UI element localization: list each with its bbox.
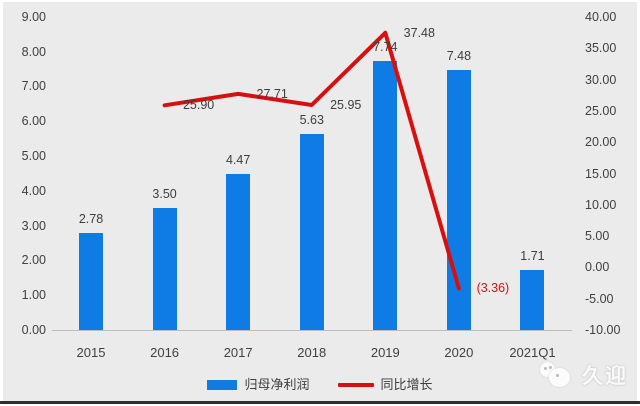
watermark-logo-icon [540,360,574,390]
left-axis-tick-label: 4.00 [21,183,46,198]
bar [152,208,177,330]
x-axis-label: 2015 [76,345,106,360]
bar [299,134,324,330]
bar [226,174,251,330]
bottom-divider [0,401,640,404]
line-value-label: 25.90 [182,98,215,113]
line-value-label: (3.36) [476,281,510,296]
line-value-label: 27.71 [256,86,288,101]
bar-value-label: 7.74 [373,39,398,54]
bar [79,233,103,330]
bar [520,270,545,330]
right-axis-tick-label: -5.00 [585,291,614,306]
bar-value-label: 5.63 [299,113,324,128]
legend-label-bar: 归母净利润 [244,377,310,392]
x-axis-label: 2016 [150,345,180,360]
legend-item-bar: 归母净利润 [207,376,310,394]
right-axis-tick-label: 25.00 [585,103,617,118]
bar-swatch-icon [207,380,238,390]
bar-value-label: 2.78 [78,212,104,227]
right-axis-tick-label: 10.00 [585,197,617,212]
right-axis-tick-label: 35.00 [585,41,617,56]
bar-value-label: 1.71 [520,249,545,264]
right-axis-tick-label: 5.00 [585,229,610,244]
left-axis-tick-label: 8.00 [21,44,46,59]
legend: 归母净利润 同比增长 [0,375,640,395]
x-axis-label: 2018 [297,345,327,360]
left-axis-tick-label: 9.00 [21,9,46,24]
right-axis-tick-label: 30.00 [585,72,617,87]
left-axis-tick-label: 6.00 [21,114,46,129]
watermark: 久迎 [540,360,628,390]
left-axis-tick-label: 0.00 [21,323,46,337]
line-value-label: 25.95 [330,97,362,112]
bar-value-label: 4.47 [225,153,251,168]
watermark-text: 久迎 [582,365,628,388]
x-axis-label: 2021Q1 [509,345,556,360]
left-axis-tick-label: 7.00 [21,79,46,94]
legend-item-line: 同比增长 [337,376,433,394]
bar-value-label: 7.48 [446,48,472,63]
left-axis-tick-label: 5.00 [21,149,46,163]
bar-value-label: 3.50 [152,187,177,202]
x-axis-line [52,330,572,331]
x-axis-label: 2020 [444,345,474,360]
left-axis-tick-label: 1.00 [21,288,46,303]
x-axis-label: 2019 [370,345,400,360]
right-axis-tick-label: 20.00 [585,135,617,150]
right-axis-tick-label: 15.00 [585,166,617,181]
x-axis-label: 2017 [223,345,253,360]
right-axis-tick-label: -10.00 [585,323,621,337]
line-value-label: 37.48 [403,25,435,40]
right-axis-tick-label: 40.00 [585,10,617,24]
right-axis-tick-label: 0.00 [585,260,610,275]
line-swatch-icon [337,383,374,387]
left-axis-tick-label: 2.00 [21,253,46,268]
left-axis-tick-label: 3.00 [21,218,46,233]
legend-label-line: 同比增长 [380,377,433,392]
